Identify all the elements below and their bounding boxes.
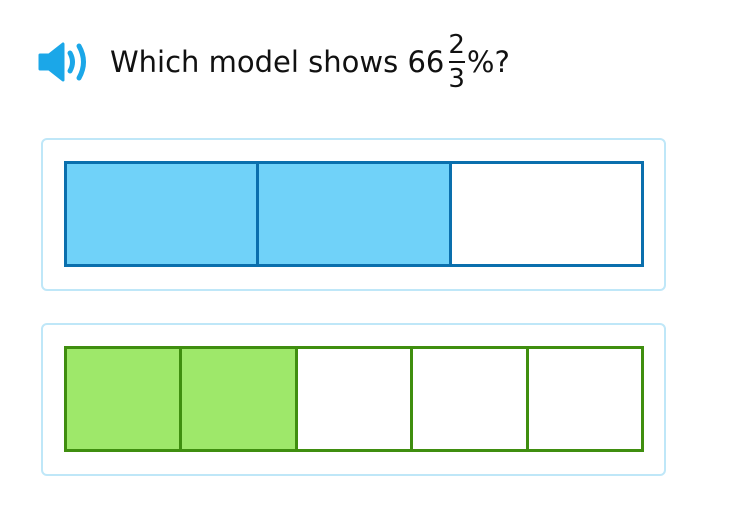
speaker-icon[interactable] [38,42,92,82]
bar-model [64,161,644,267]
unshaded-segment [294,349,411,449]
unshaded-segment [525,349,642,449]
question-suffix: %? [466,45,510,79]
unshaded-segment [448,164,641,264]
shaded-segment [256,164,449,264]
fraction-bar [448,61,465,63]
question-text: Which model shows 66 2 3 %? [110,31,510,93]
shaded-segment [67,164,257,264]
question: Which model shows 66 2 3 %? [38,22,510,102]
fraction: 2 3 [448,31,465,93]
shaded-segment [67,349,180,449]
question-prefix: Which model shows 66 [110,45,445,79]
fraction-numerator: 2 [448,30,465,60]
unshaded-segment [410,349,526,449]
bar-model [64,346,644,452]
fraction-denominator: 3 [448,64,465,94]
answer-choice-1[interactable] [41,138,666,291]
answer-choice-2[interactable] [41,323,666,476]
shaded-segment [179,349,295,449]
